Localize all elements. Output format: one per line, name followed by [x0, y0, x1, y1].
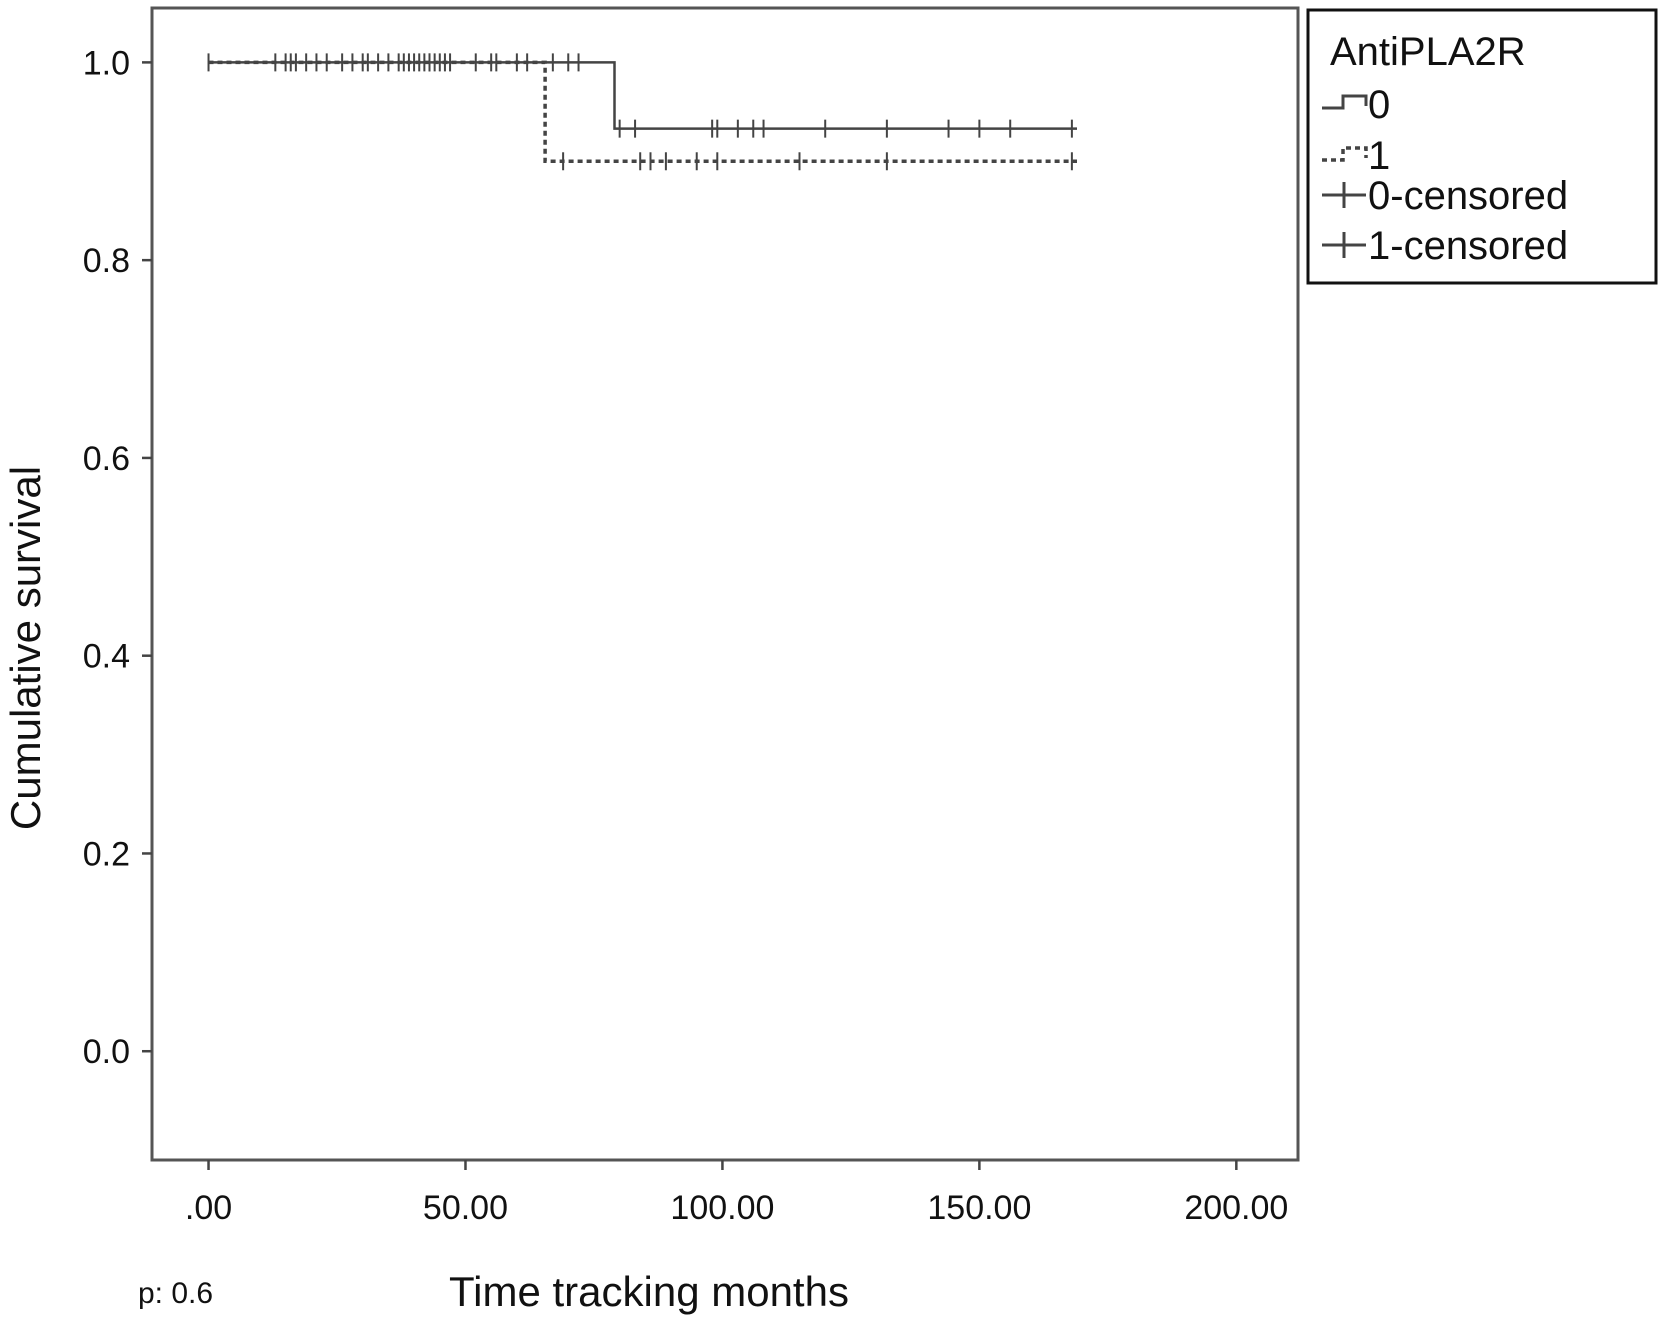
legend-label-0-censored: 0-censored [1368, 174, 1568, 218]
x-tick-label: .00 [185, 1189, 232, 1227]
legend-label-0: 0 [1368, 83, 1390, 127]
plot-frame [150, 6, 1300, 1162]
y-axis-ticks: 0.0 0.2 0.4 0.6 0.8 1.0 [83, 44, 152, 1071]
p-value-label: p: 0.6 [138, 1277, 213, 1310]
legend-swatch-1 [1322, 146, 1368, 162]
x-axis-ticks: .00 50.00 100.00 150.00 200.00 [185, 1160, 1288, 1227]
y-tick-label: 0.0 [83, 1033, 130, 1071]
legend-swatch-0-censored [1322, 182, 1366, 208]
y-tick-label: 0.4 [83, 638, 130, 676]
series-layer [208, 60, 1077, 164]
y-tick-label: 0.6 [83, 440, 130, 478]
y-tick-label: 0.8 [83, 242, 130, 280]
legend-title: AntiPLA2R [1330, 30, 1526, 74]
legend-label-1: 1 [1368, 134, 1390, 178]
x-tick-label: 50.00 [423, 1189, 508, 1227]
x-tick-label: 100.00 [670, 1189, 774, 1227]
x-tick-label: 150.00 [927, 1189, 1031, 1227]
legend-swatch-1-censored [1322, 232, 1366, 258]
legend: AntiPLA2R 0 1 0-censored 1-censored [1306, 8, 1658, 285]
censor-marks-layer [207, 53, 1073, 171]
y-axis-title: Cumulative survival [2, 466, 49, 830]
legend-label-1-censored: 1-censored [1368, 224, 1568, 268]
y-tick-label: 0.2 [83, 835, 130, 873]
x-axis-title: Time tracking months [449, 1268, 849, 1315]
legend-swatch-0 [1322, 94, 1368, 110]
y-tick-label: 1.0 [83, 44, 130, 82]
x-tick-label: 200.00 [1184, 1189, 1288, 1227]
